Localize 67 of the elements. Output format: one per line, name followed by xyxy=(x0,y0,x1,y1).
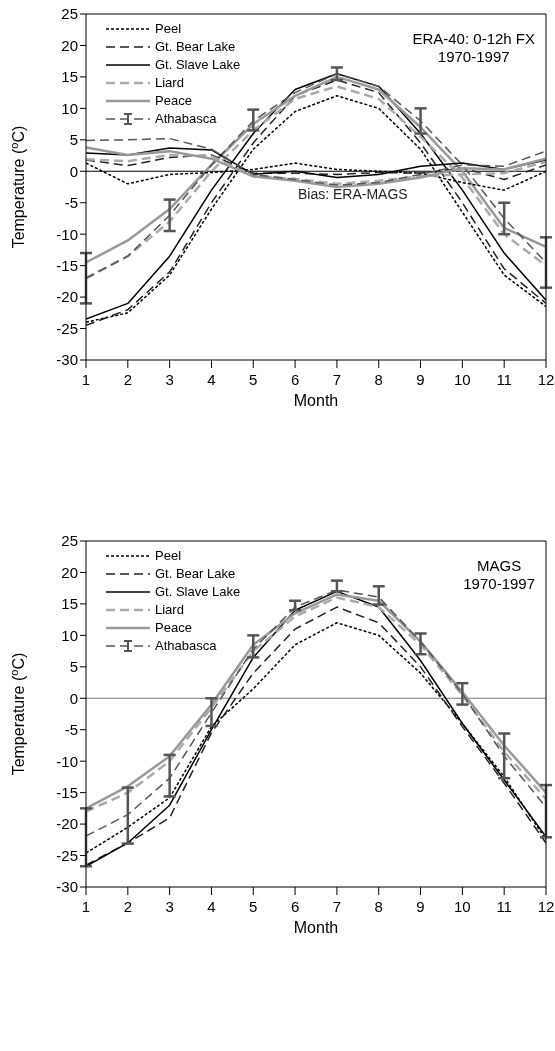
x-tick-label: 3 xyxy=(165,370,174,388)
y-tick-label: -5 xyxy=(64,721,78,739)
annotation: ERA-40: 0-12h FX xyxy=(412,30,535,48)
x-tick-label: 4 xyxy=(207,897,216,915)
x-tick-label: 2 xyxy=(123,370,132,388)
legend-label: Athabasca xyxy=(155,110,217,128)
y-tick-label: 0 xyxy=(69,162,78,180)
x-tick-label: 5 xyxy=(249,370,258,388)
y-tick-label: -30 xyxy=(56,878,78,896)
legend-label: Athabasca xyxy=(155,637,217,655)
x-tick-label: 10 xyxy=(454,897,471,915)
y-tick-label: 20 xyxy=(61,36,78,54)
y-tick-label: -10 xyxy=(56,752,78,770)
y-tick-label: -30 xyxy=(56,351,78,369)
annotation: 1970-1997 xyxy=(436,48,511,66)
y-tick-label: 5 xyxy=(69,658,78,676)
legend-label: Gt. Slave Lake xyxy=(155,583,241,601)
x-tick-label: 7 xyxy=(332,897,342,915)
legend-label: Peel xyxy=(155,20,182,38)
legend-label: Gt. Slave Lake xyxy=(155,56,241,74)
y-tick-label: -25 xyxy=(56,846,78,864)
y-tick-label: -10 xyxy=(56,225,78,243)
y-tick-label: -20 xyxy=(56,815,78,833)
annotation: MAGS xyxy=(476,557,523,575)
x-tick-label: 11 xyxy=(496,897,512,915)
x-axis-title: Month xyxy=(293,392,339,409)
y-tick-label: 5 xyxy=(69,131,78,149)
x-tick-label: 12 xyxy=(537,370,555,388)
legend-label: Gt. Bear Lake xyxy=(155,38,236,56)
y-tick-label: 20 xyxy=(61,563,78,581)
legend-label: Gt. Bear Lake xyxy=(155,565,236,583)
x-tick-label: 5 xyxy=(249,897,258,915)
x-tick-label: 1 xyxy=(81,370,91,388)
y-tick-label: -25 xyxy=(56,319,78,337)
x-tick-label: 6 xyxy=(290,897,300,915)
x-tick-label: 7 xyxy=(332,370,342,388)
x-tick-label: 3 xyxy=(165,897,174,915)
x-tick-label: 11 xyxy=(496,370,512,388)
y-tick-label: -15 xyxy=(56,256,78,274)
x-tick-label: 9 xyxy=(416,370,425,388)
y-tick-label: -5 xyxy=(64,194,78,212)
y-tick-label: 25 xyxy=(61,5,78,23)
y-tick-label: 15 xyxy=(61,595,78,613)
y-tick-label: 10 xyxy=(61,99,78,117)
x-tick-label: 12 xyxy=(537,897,555,915)
x-tick-label: 6 xyxy=(290,370,300,388)
annotation: 1970-1997 xyxy=(463,575,535,593)
x-tick-label: 10 xyxy=(454,370,471,388)
legend-label: Liard xyxy=(155,74,184,92)
x-tick-label: 8 xyxy=(374,370,383,388)
x-tick-label: 4 xyxy=(207,370,216,388)
x-tick-label: 8 xyxy=(374,897,383,915)
annotation: Bias: ERA-MAGS xyxy=(298,186,408,202)
x-axis-title: Month xyxy=(293,919,339,936)
legend-label: Peel xyxy=(155,547,182,565)
x-tick-label: 9 xyxy=(416,897,425,915)
x-tick-label: 1 xyxy=(81,897,91,915)
legend-label: Peace xyxy=(155,92,192,110)
y-tick-label: -20 xyxy=(56,288,78,306)
y-tick-label: 15 xyxy=(61,68,78,86)
y-tick-label: 10 xyxy=(61,626,78,644)
y-tick-label: -15 xyxy=(56,783,78,801)
legend-label: Peace xyxy=(155,619,192,637)
legend-label: Liard xyxy=(155,601,184,619)
x-tick-label: 2 xyxy=(123,897,132,915)
y-tick-label: 0 xyxy=(69,689,78,707)
y-tick-label: 25 xyxy=(61,532,78,550)
